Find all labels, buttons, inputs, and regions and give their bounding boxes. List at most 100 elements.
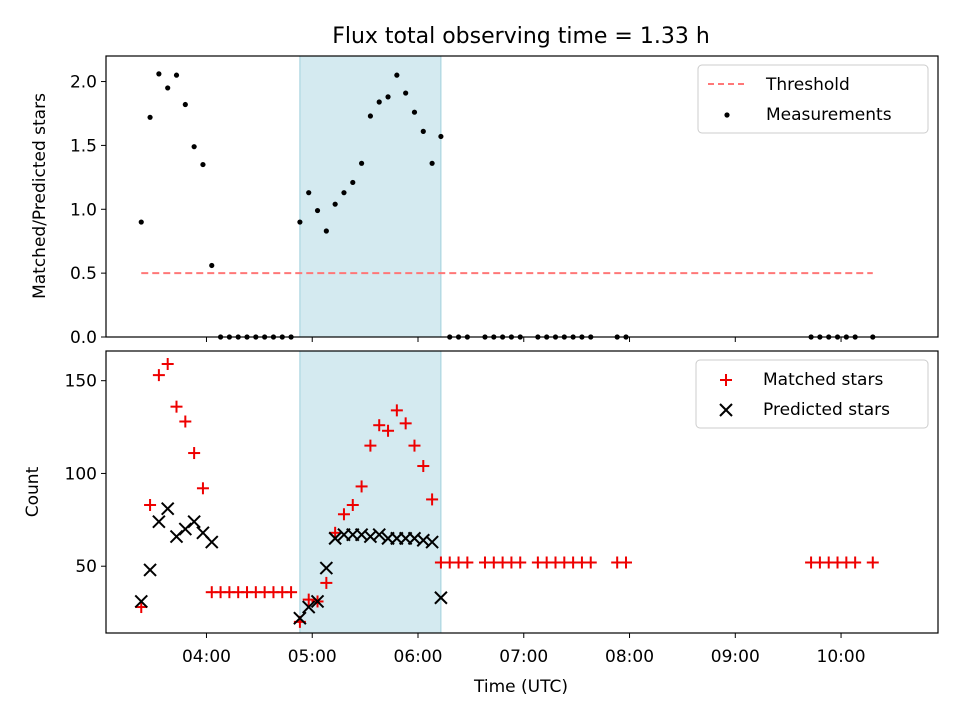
matched-point: [461, 556, 474, 569]
matched-point: [373, 419, 386, 432]
ratio-panel-frame: [105, 55, 939, 338]
count-panel-marks: [134, 357, 879, 628]
x-tick-label: 09:00: [711, 647, 760, 667]
matched-point: [417, 460, 430, 473]
matched-point: [849, 556, 862, 569]
matched-point: [285, 586, 298, 599]
predicted-point: [434, 591, 448, 605]
matched-legend-marker: [720, 374, 732, 386]
measurements-legend-label: Measurements: [766, 105, 892, 125]
count-panel-legend: Matched stars Predicted stars: [695, 359, 929, 429]
measurement-point: [420, 128, 426, 134]
measurement-point: [156, 71, 162, 77]
measurement-point: [306, 190, 312, 196]
predicted-point: [293, 611, 307, 625]
matched-point: [135, 601, 148, 614]
predicted-point: [134, 594, 148, 609]
matched-point: [364, 439, 377, 452]
matched-point: [346, 498, 359, 511]
ratio-legend-box: [697, 64, 929, 134]
measurement-point: [323, 228, 329, 234]
x-tick-label: 08:00: [605, 647, 654, 667]
predicted-point: [328, 531, 342, 546]
matched-point: [514, 556, 527, 569]
matched-point: [144, 498, 157, 511]
measurement-point: [200, 161, 206, 168]
measurement-point: [403, 90, 409, 96]
matched-point: [196, 482, 209, 495]
matched-point: [161, 357, 174, 370]
x-tick-label: 05:00: [288, 647, 337, 667]
predicted-legend-label: Predicted stars: [763, 400, 890, 420]
matched-point: [382, 424, 395, 437]
predicted-point: [152, 514, 166, 529]
count-panel-ticks: 50 100 150 04:00 05:00 06:00 07:00 08:00 09:00 10…: [65, 372, 866, 667]
measurement-point: [411, 109, 418, 115]
predicted-point: [187, 514, 201, 529]
matched-point: [426, 493, 439, 506]
measurement-point: [385, 94, 391, 100]
matched-point: [329, 526, 342, 539]
measurement-point: [438, 133, 444, 140]
measurement-point: [367, 113, 374, 119]
predicted-point: [425, 535, 439, 549]
y-tick-label: 2.0: [70, 73, 97, 93]
measurement-point: [297, 219, 303, 225]
measurements-legend-marker: [724, 112, 730, 118]
matched-point: [320, 576, 333, 589]
predicted-point: [160, 501, 175, 516]
measurement-point: [341, 190, 347, 196]
measurement-point: [182, 101, 188, 108]
y-tick-label: 100: [65, 464, 97, 484]
predicted-point: [302, 600, 316, 614]
x-tick-label: 06:00: [394, 647, 443, 667]
count-panel: 50 100 150 04:00 05:00 06:00 07:00 08:00 09:00 10…: [23, 350, 939, 697]
count-legend-box: [695, 359, 929, 429]
predicted-point: [143, 563, 157, 577]
matched-point: [620, 556, 632, 569]
count-panel-span: [299, 350, 442, 634]
matched-point: [399, 417, 412, 430]
x-tick-label: 10:00: [817, 647, 866, 667]
predicted-legend-marker: [719, 403, 733, 417]
measurement-point: [314, 207, 321, 214]
measurement-point: [209, 262, 215, 269]
matched-point: [337, 508, 350, 521]
measurement-point: [358, 160, 365, 166]
y-tick-label: 50: [75, 557, 97, 577]
measurement-point: [332, 201, 338, 207]
y-tick-label: 1.5: [70, 136, 97, 156]
threshold-legend-label: Threshold: [765, 75, 850, 95]
predicted-point: [205, 535, 219, 549]
chart-title: Flux total observing time = 1.33 h: [332, 24, 710, 49]
y-tick-label: 0.0: [70, 328, 97, 348]
matched-point: [355, 480, 368, 493]
matched-point: [179, 415, 192, 428]
matched-point: [170, 400, 183, 413]
count-panel-ylabel: Count: [23, 466, 43, 517]
x-tick-label: 04:00: [182, 647, 231, 667]
measurement-point: [147, 114, 153, 120]
ratio-panel-marks: [138, 71, 876, 340]
y-tick-label: 0.5: [70, 264, 97, 284]
measurement-point: [138, 219, 144, 225]
measurement-point: [165, 85, 171, 91]
ratio-panel-ticks: 0.0 0.5 1.0 1.5 2.0: [70, 73, 842, 348]
count-panel-frame: [105, 350, 939, 634]
count-panel-xlabel: Time (UTC): [473, 677, 568, 697]
ratio-panel-ylabel: Matched/Predicted stars: [30, 93, 50, 299]
ratio-panel-legend: Threshold Measurements: [697, 64, 929, 134]
x-tick-label: 07:00: [499, 647, 548, 667]
predicted-point: [319, 561, 334, 575]
matched-point: [408, 439, 421, 452]
measurement-point: [173, 72, 180, 78]
matched-point: [866, 556, 879, 569]
matched-point: [390, 404, 403, 417]
matched-point: [302, 593, 315, 606]
y-tick-label: 1.0: [70, 200, 97, 220]
measurement-point: [350, 179, 356, 186]
measurement-point: [394, 72, 400, 78]
predicted-point: [310, 594, 325, 609]
matched-point: [152, 369, 165, 382]
